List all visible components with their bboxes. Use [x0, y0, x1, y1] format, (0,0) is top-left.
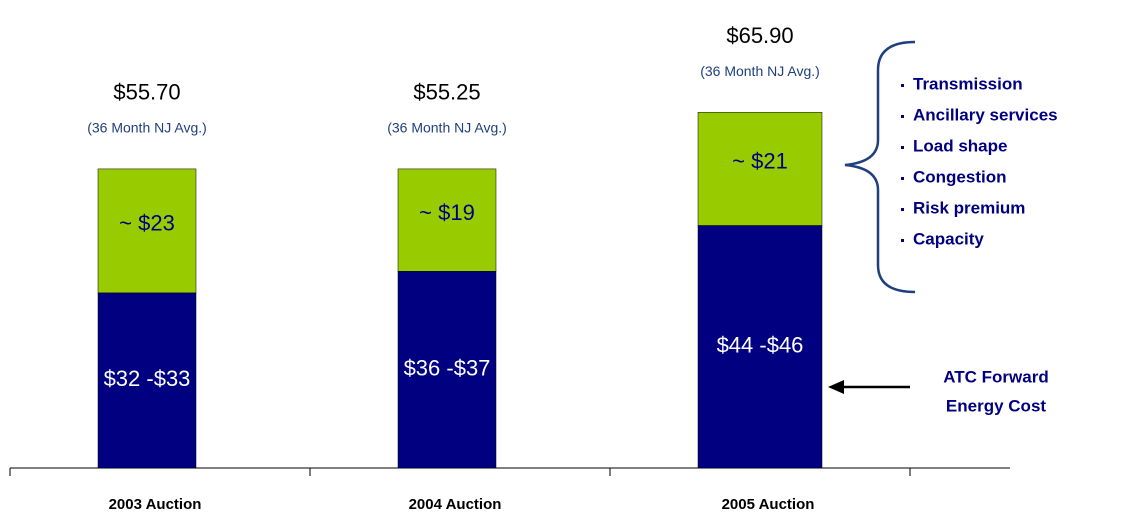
arrow-label: Energy Cost	[946, 396, 1046, 415]
x-tick-label: 2003 Auction	[109, 496, 202, 513]
x-tick-label: 2005 Auction	[722, 496, 815, 513]
bar-label: $32 -$33	[104, 366, 191, 391]
bullet-marker	[901, 84, 904, 87]
total-label: $55.25	[413, 80, 480, 105]
bullet-text: Load shape	[913, 136, 1007, 155]
bar-segment	[397, 271, 497, 469]
bar-segment	[697, 225, 823, 469]
bar-segment	[397, 168, 497, 272]
bar-segment	[97, 292, 197, 469]
bar-label: $36 -$37	[404, 355, 491, 380]
bullet-marker	[901, 177, 904, 180]
total-label: $55.70	[113, 80, 180, 105]
total-note: (36 Month NJ Avg.)	[700, 63, 820, 79]
bar-label: ~ $23	[119, 211, 175, 236]
total-label: $65.90	[726, 23, 793, 48]
brace	[844, 40, 916, 294]
total-note: (36 Month NJ Avg.)	[387, 120, 507, 136]
bar-label: ~ $19	[419, 200, 475, 225]
bullet-marker	[901, 208, 904, 211]
arrow-head	[828, 380, 844, 394]
total-note: (36 Month NJ Avg.)	[87, 120, 207, 136]
arrow-label: ATC Forward	[943, 367, 1048, 386]
bullet-marker	[901, 115, 904, 118]
bullet-text: Ancillary services	[913, 105, 1058, 124]
bar-label: ~ $21	[732, 149, 788, 174]
bar-segment	[97, 168, 197, 294]
bullet-marker	[901, 239, 904, 242]
bullet-text: Congestion	[913, 167, 1007, 186]
bullet-marker	[901, 146, 904, 149]
bullet-text: Capacity	[913, 229, 984, 248]
bar-segment	[697, 112, 823, 226]
bullet-text: Transmission	[913, 74, 1023, 93]
x-tick-label: 2004 Auction	[409, 496, 502, 513]
bullet-text: Risk premium	[913, 198, 1025, 217]
bar-label: $44 -$46	[717, 333, 804, 358]
